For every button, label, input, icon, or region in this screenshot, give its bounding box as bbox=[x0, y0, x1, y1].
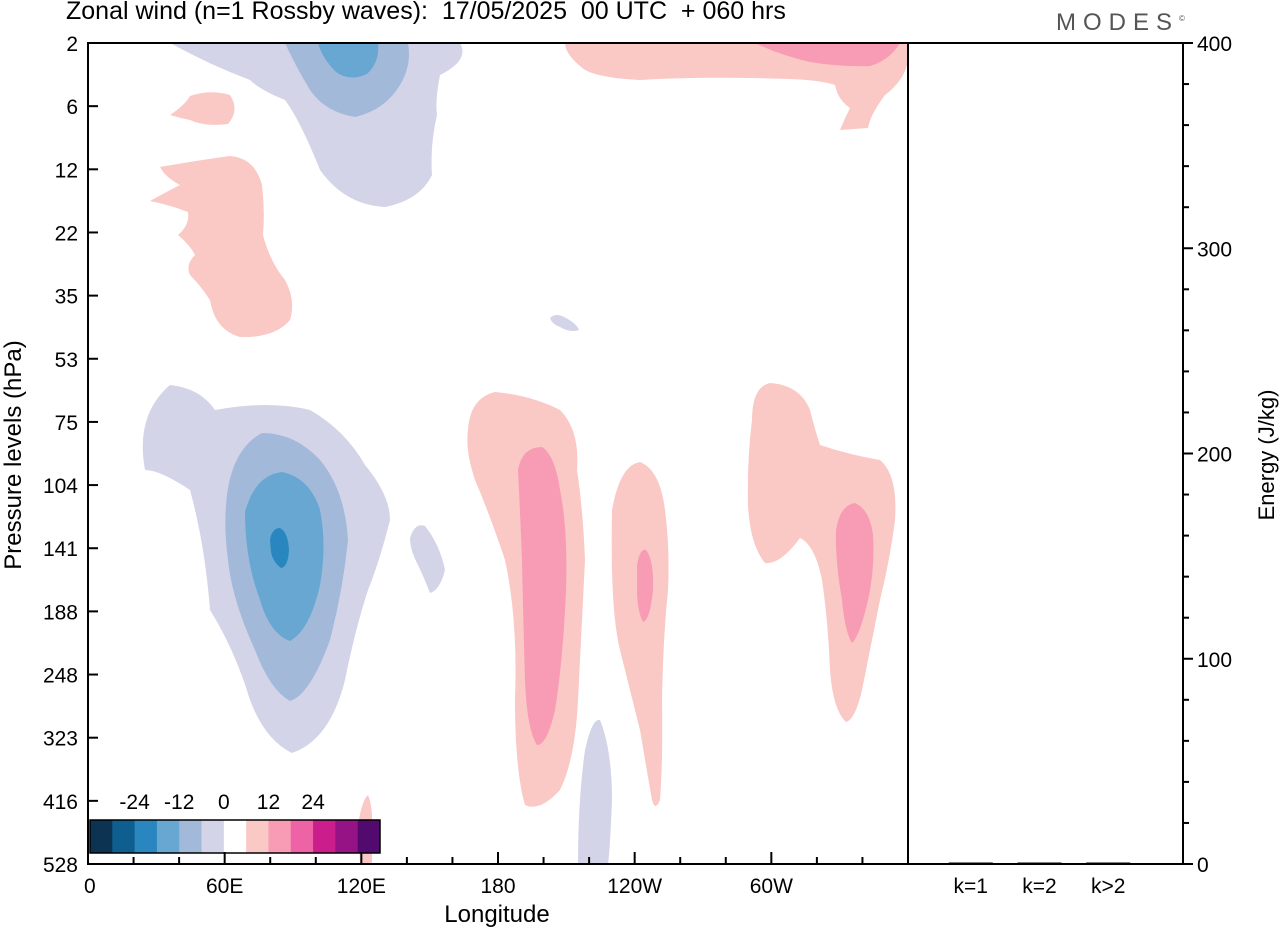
contour-neg-small-blob bbox=[550, 315, 579, 331]
energy-axis-label: Energy (J/kg) bbox=[1254, 390, 1279, 521]
contour-neg-small-east bbox=[410, 525, 445, 593]
y-tick-label: 35 bbox=[55, 286, 78, 309]
colorbar-swatch bbox=[357, 820, 381, 853]
x-tick-label: 60E bbox=[206, 875, 243, 898]
y-tick-label: 248 bbox=[43, 665, 78, 688]
energy-tick-label: 400 bbox=[1197, 33, 1232, 56]
chart-title: Zonal wind (n=1 Rossby waves): 17/05/202… bbox=[66, 0, 786, 25]
contour-pos-right-outer bbox=[747, 383, 896, 722]
y-tick-label: 188 bbox=[43, 601, 78, 624]
colorbar-tick-label: -24 bbox=[119, 791, 150, 814]
colorbar-swatch bbox=[201, 820, 225, 853]
energy-category-label: k>2 bbox=[1091, 875, 1125, 898]
colorbar-swatch bbox=[268, 820, 292, 853]
colorbar-swatch bbox=[290, 820, 314, 853]
x-tick-label: 120W bbox=[607, 875, 662, 898]
y-tick-label: 12 bbox=[55, 159, 78, 182]
energy-bars: k=1 k=2 k>2 bbox=[948, 862, 1131, 898]
energy-bar bbox=[1086, 862, 1131, 864]
colorbar-swatch bbox=[112, 820, 136, 853]
brand-logo: MODES© bbox=[1056, 9, 1185, 37]
contour-neg-upper-mid bbox=[285, 43, 409, 117]
y-tick-label: 6 bbox=[66, 96, 78, 119]
colorbar-tick-label: 0 bbox=[218, 791, 230, 814]
contour-pos-upper-left-small bbox=[170, 92, 235, 125]
energy-bar bbox=[948, 862, 993, 864]
y-tick-label: 323 bbox=[43, 728, 78, 751]
colorbar-frame bbox=[89, 819, 381, 854]
contour-pos-center-outer bbox=[611, 462, 669, 806]
colorbar-tick-label: 12 bbox=[257, 791, 280, 814]
y-tick-label: 104 bbox=[43, 475, 78, 498]
y-axis-ticks: 2 6 12 22 35 53 75 104 141 188 248 323 416 528 bbox=[43, 33, 98, 877]
contour-neg-upper-inner bbox=[318, 43, 379, 78]
x-tick-label: 0 bbox=[84, 875, 96, 898]
colorbar-swatch bbox=[313, 820, 336, 853]
y-tick-label: 416 bbox=[43, 791, 78, 814]
y-tick-label: 53 bbox=[55, 349, 78, 372]
colorbar-swatch bbox=[223, 820, 247, 853]
y-tick-label: 2 bbox=[66, 33, 78, 56]
energy-category-label: k=2 bbox=[1022, 875, 1056, 898]
contour-neg-core bbox=[270, 528, 289, 568]
contour-pos-mid-core bbox=[518, 447, 567, 745]
energy-tick-label: 200 bbox=[1197, 444, 1232, 467]
energy-bar bbox=[1017, 862, 1062, 864]
contour-pos-upper-right-core bbox=[755, 43, 900, 67]
energy-tick-label: 100 bbox=[1197, 649, 1232, 672]
y-tick-label: 22 bbox=[55, 222, 78, 245]
colorbar-swatch bbox=[246, 820, 269, 853]
x-tick-label: 60W bbox=[750, 875, 793, 898]
y-tick-label: 141 bbox=[43, 538, 78, 561]
y-axis-label: Pressure levels (hPa) bbox=[0, 340, 27, 569]
x-tick-label: 180 bbox=[480, 875, 515, 898]
contour-field bbox=[142, 43, 908, 864]
colorbar: -24 -12 0 12 24 bbox=[89, 791, 381, 854]
colorbar-swatch bbox=[156, 820, 180, 853]
brand-name: MODES bbox=[1056, 9, 1180, 36]
contour-pos-upper-right bbox=[565, 43, 908, 130]
contour-pos-right-core bbox=[835, 503, 874, 643]
energy-axis-ticks: 0 100 200 300 400 bbox=[1183, 33, 1232, 877]
colorbar-tick-label: 24 bbox=[301, 791, 325, 814]
energy-tick-label: 0 bbox=[1197, 854, 1209, 877]
x-axis-label: Longitude bbox=[444, 901, 549, 928]
energy-tick-label: 300 bbox=[1197, 238, 1232, 261]
x-tick-label: 120E bbox=[337, 875, 386, 898]
contour-neg-deep-strip bbox=[578, 719, 612, 864]
energy-category-label: k=1 bbox=[954, 875, 988, 898]
contour-pos-center-core bbox=[637, 549, 654, 622]
x-axis-ticks: 0 60E 120E 180 120W 60W bbox=[84, 852, 909, 898]
y-tick-label: 75 bbox=[55, 412, 78, 435]
colorbar-swatch bbox=[335, 820, 359, 853]
colorbar-swatch bbox=[134, 820, 158, 853]
brand-mark: © bbox=[1179, 14, 1185, 23]
colorbar-swatch bbox=[179, 820, 203, 853]
colorbar-tick-label: -12 bbox=[164, 791, 194, 814]
contour-pos-upper-left bbox=[150, 156, 293, 338]
colorbar-swatch bbox=[90, 820, 113, 853]
y-tick-label: 528 bbox=[43, 854, 78, 877]
